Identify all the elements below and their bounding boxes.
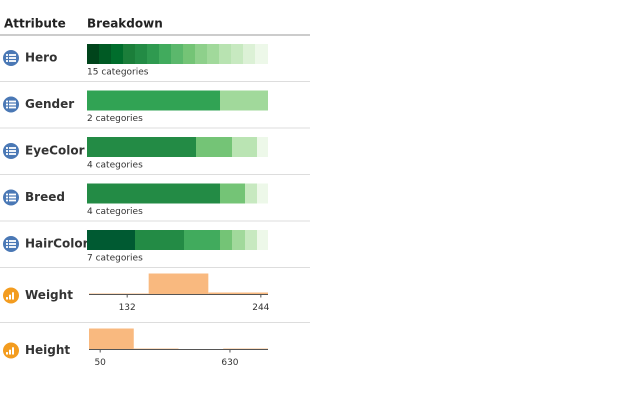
category-segment — [171, 44, 183, 64]
tick-label: 50 — [94, 358, 106, 368]
category-segment — [220, 90, 268, 111]
icon-glyph — [6, 199, 8, 202]
attribute-name: Gender — [25, 97, 74, 111]
icon-glyph — [6, 57, 8, 59]
category-segment — [111, 44, 123, 64]
attribute-name: Height — [25, 343, 70, 357]
category-count: 15 categories — [87, 68, 149, 78]
category-segment — [255, 44, 268, 64]
icon-glyph — [6, 100, 8, 103]
category-segment — [135, 230, 184, 250]
category-segment — [232, 230, 245, 250]
attribute-name: EyeColor — [25, 144, 85, 158]
category-segment — [196, 137, 232, 157]
category-segment — [257, 137, 268, 157]
category-segment — [245, 230, 257, 250]
icon-glyph — [6, 150, 8, 152]
category-segment — [87, 230, 135, 250]
histogram-bar — [208, 292, 268, 295]
category-segment — [257, 183, 268, 204]
icon-glyph — [9, 100, 16, 103]
icon-glyph — [9, 199, 16, 202]
header-attribute: Attribute — [4, 17, 66, 31]
category-segment — [147, 44, 159, 64]
category-segment — [87, 90, 220, 111]
icon-glyph — [6, 196, 8, 199]
icon-glyph — [6, 193, 8, 196]
category-segment — [87, 137, 196, 157]
category-segment — [232, 137, 257, 157]
tick-label: 132 — [119, 303, 136, 313]
icon-glyph — [6, 246, 8, 248]
category-segment — [87, 44, 99, 64]
icon-glyph — [9, 57, 16, 59]
icon-glyph — [9, 60, 16, 62]
category-segment — [245, 183, 257, 204]
icon-glyph — [9, 196, 16, 199]
category-count: 4 categories — [87, 161, 143, 171]
category-segment — [219, 44, 231, 64]
icon-glyph — [9, 147, 16, 149]
icon-glyph — [12, 347, 14, 355]
icon-glyph — [9, 349, 11, 355]
icon-glyph — [6, 103, 8, 106]
header-breakdown: Breakdown — [87, 17, 163, 31]
icon-glyph — [6, 60, 8, 62]
attribute-name: HairColor — [25, 237, 89, 251]
category-segment — [220, 230, 232, 250]
icon-glyph — [9, 246, 16, 248]
category-segment — [243, 44, 255, 64]
category-segment — [123, 44, 135, 64]
attribute-name: Weight — [25, 288, 73, 302]
category-segment — [207, 44, 219, 64]
icon-glyph — [9, 240, 16, 242]
tick-label: 630 — [221, 358, 238, 368]
icon-glyph — [9, 54, 16, 56]
attribute-name: Hero — [25, 51, 57, 65]
attribute-name: Breed — [25, 190, 65, 204]
tick-label: 244 — [252, 303, 269, 313]
category-segment — [99, 44, 111, 64]
icon-glyph — [6, 352, 8, 355]
category-segment — [231, 44, 243, 64]
category-count: 7 categories — [87, 254, 143, 264]
icon-glyph — [6, 297, 8, 300]
histogram-bar — [148, 273, 209, 295]
icon-glyph — [9, 150, 16, 152]
category-segment — [135, 44, 147, 64]
category-segment — [183, 44, 195, 64]
icon-glyph — [6, 243, 8, 245]
icon-glyph — [6, 54, 8, 56]
icon-glyph — [12, 292, 14, 300]
category-segment — [159, 44, 171, 64]
icon-glyph — [9, 294, 11, 300]
icon-glyph — [6, 147, 8, 149]
icon-glyph — [9, 153, 16, 155]
histogram-bar — [89, 328, 134, 350]
category-segment — [195, 44, 207, 64]
icon-glyph — [9, 106, 16, 109]
category-segment — [257, 230, 268, 250]
icon-glyph — [9, 243, 16, 245]
category-segment — [220, 183, 245, 204]
icon-glyph — [6, 240, 8, 242]
icon-glyph — [6, 106, 8, 109]
category-segment — [87, 183, 220, 204]
icon-glyph — [6, 153, 8, 155]
category-count: 2 categories — [87, 114, 143, 124]
icon-glyph — [9, 193, 16, 196]
icon-glyph — [9, 103, 16, 106]
category-segment — [184, 230, 220, 250]
category-count: 4 categories — [87, 207, 143, 217]
